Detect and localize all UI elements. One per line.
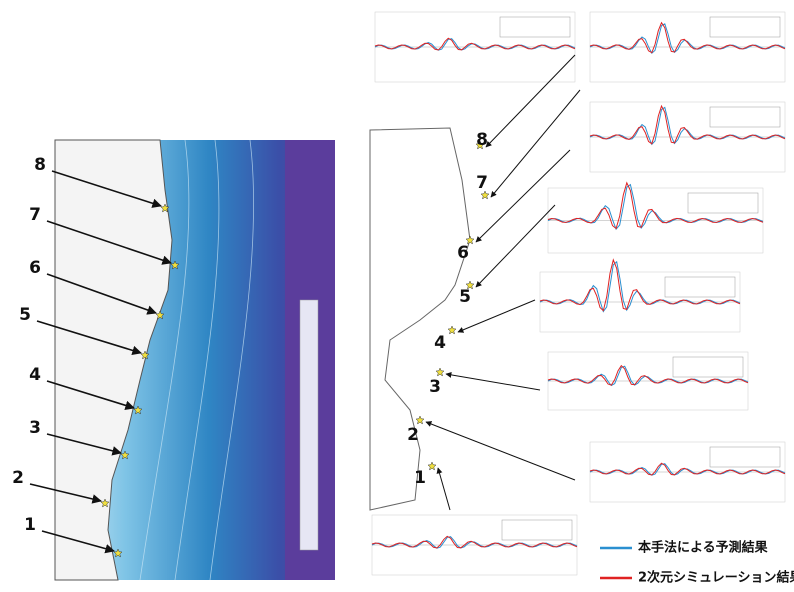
right-map: [370, 128, 470, 510]
station-label: 6: [29, 258, 41, 278]
chart-legend-box: [665, 277, 735, 297]
chart-legend-box: [673, 357, 743, 377]
station-label: 3: [29, 418, 41, 438]
color-scale: [300, 300, 318, 550]
station-label: 2: [12, 468, 24, 488]
station-label: 5: [459, 287, 471, 307]
legend: 本手法による予測結果 2次元シミュレーション結果: [600, 540, 794, 586]
station-label: 6: [457, 243, 469, 263]
arrow: [446, 374, 540, 390]
chart-legend-box: [710, 447, 780, 467]
station-label: 3: [429, 377, 441, 397]
left-map: [55, 140, 335, 580]
coastline: [370, 128, 470, 510]
chart-legend-box: [710, 17, 780, 37]
station-star: [448, 326, 456, 334]
station-star: [416, 416, 424, 424]
legend-label: 2次元シミュレーション結果: [638, 570, 794, 586]
chart-legend-box: [500, 17, 570, 37]
station-star: [428, 462, 436, 470]
station-label: 4: [434, 333, 446, 353]
station-label: 7: [476, 173, 488, 193]
station-label: 1: [414, 468, 426, 488]
legend-label: 本手法による予測結果: [638, 540, 768, 556]
chart-legend-box: [688, 193, 758, 213]
station-label: 7: [29, 205, 41, 225]
station-star: [436, 368, 444, 376]
arrow: [491, 90, 580, 197]
station-label: 1: [24, 515, 36, 535]
figure: 1234567812345678 本手法による予測結果2次元シミュレーション結果: [0, 0, 794, 592]
arrow: [438, 468, 450, 510]
chart-legend-box: [502, 520, 572, 540]
station-label: 5: [19, 305, 31, 325]
arrow: [426, 422, 575, 480]
station-label: 8: [34, 155, 46, 175]
station-label: 4: [29, 365, 41, 385]
station-label: 2: [407, 425, 419, 445]
chart-legend-box: [710, 107, 780, 127]
